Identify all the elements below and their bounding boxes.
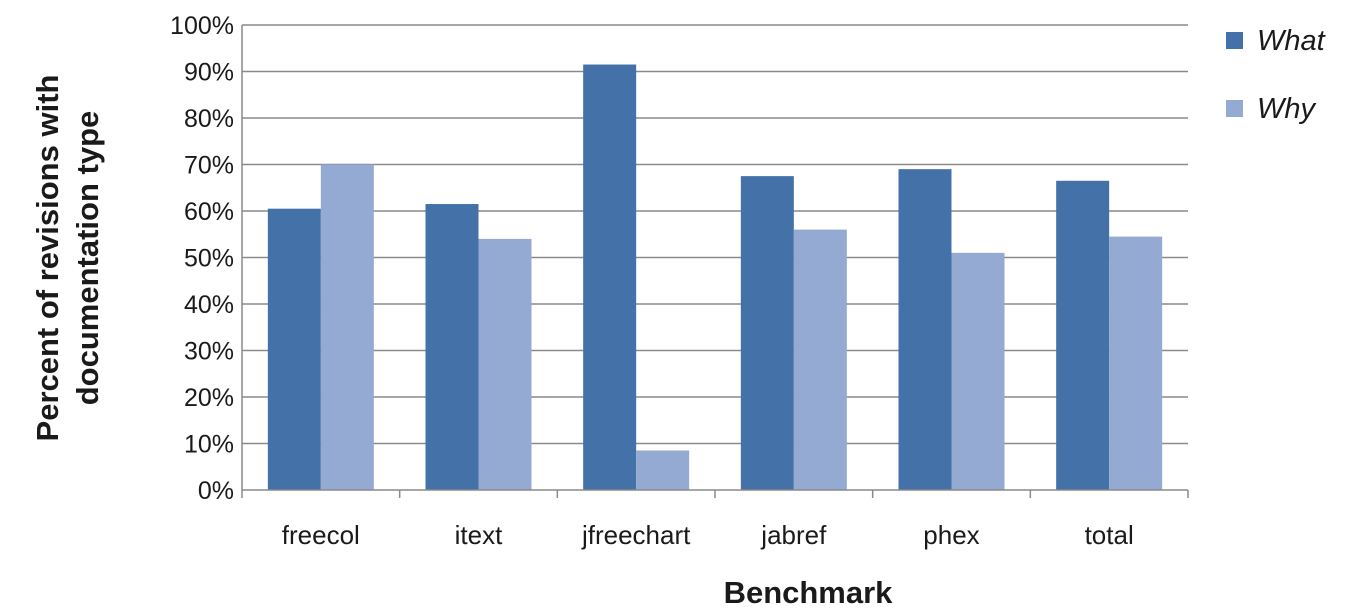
bar-why-total bbox=[1109, 236, 1163, 490]
y-tick-label: 0% bbox=[198, 477, 234, 505]
bar-what-itext bbox=[425, 204, 479, 490]
x-axis-title: Benchmark bbox=[724, 575, 894, 610]
legend-swatch-why bbox=[1226, 100, 1243, 117]
bar-what-phex bbox=[898, 169, 952, 490]
bar-what-total bbox=[1056, 180, 1110, 490]
gridlines bbox=[242, 24, 1188, 445]
legend-label-what: What bbox=[1257, 25, 1327, 57]
y-axis-title-line-1: Percent of revisions with bbox=[30, 75, 65, 442]
bar-why-freecol bbox=[320, 164, 374, 490]
bar-what-freecol bbox=[267, 208, 321, 491]
legend: What Why bbox=[1226, 25, 1327, 125]
bar-why-phex bbox=[951, 252, 1005, 490]
y-tick-label: 20% bbox=[184, 384, 234, 412]
bar-why-itext bbox=[478, 238, 532, 490]
x-category-label: freecol bbox=[282, 520, 360, 550]
y-tick-label: 60% bbox=[184, 198, 234, 226]
y-axis-title: Percent of revisions with documentation … bbox=[30, 75, 105, 442]
bar-why-jfreechart bbox=[636, 450, 690, 490]
y-axis-title-line-2: documentation type bbox=[70, 111, 105, 406]
legend-swatch-what bbox=[1226, 32, 1243, 49]
y-tick-label: 90% bbox=[184, 59, 234, 87]
x-category-label: jfreechart bbox=[581, 520, 691, 550]
y-tick-label: 30% bbox=[184, 338, 234, 366]
axes bbox=[241, 25, 1189, 498]
bar-what-jabref bbox=[740, 176, 794, 490]
bar-what-jfreechart bbox=[583, 64, 637, 491]
x-category-label: jabref bbox=[760, 520, 827, 550]
y-tick-labels: 0% 10% 20% 30% 40% 50% 60% 70% 80% 90% 100% bbox=[170, 12, 234, 505]
x-category-label: total bbox=[1085, 520, 1134, 550]
x-category-labels: freecol itext jfreechart jabref phex total bbox=[282, 520, 1134, 550]
y-tick-label: 50% bbox=[184, 245, 234, 273]
legend-label-why: Why bbox=[1257, 93, 1317, 125]
y-tick-label: 100% bbox=[170, 12, 234, 40]
y-tick-label: 70% bbox=[184, 152, 234, 180]
x-category-label: phex bbox=[923, 520, 979, 550]
y-tick-label: 40% bbox=[184, 291, 234, 319]
y-tick-label: 10% bbox=[184, 431, 234, 459]
bars bbox=[267, 64, 1163, 491]
y-tick-label: 80% bbox=[184, 105, 234, 133]
bar-why-jabref bbox=[793, 229, 847, 490]
x-category-label: itext bbox=[455, 520, 503, 550]
